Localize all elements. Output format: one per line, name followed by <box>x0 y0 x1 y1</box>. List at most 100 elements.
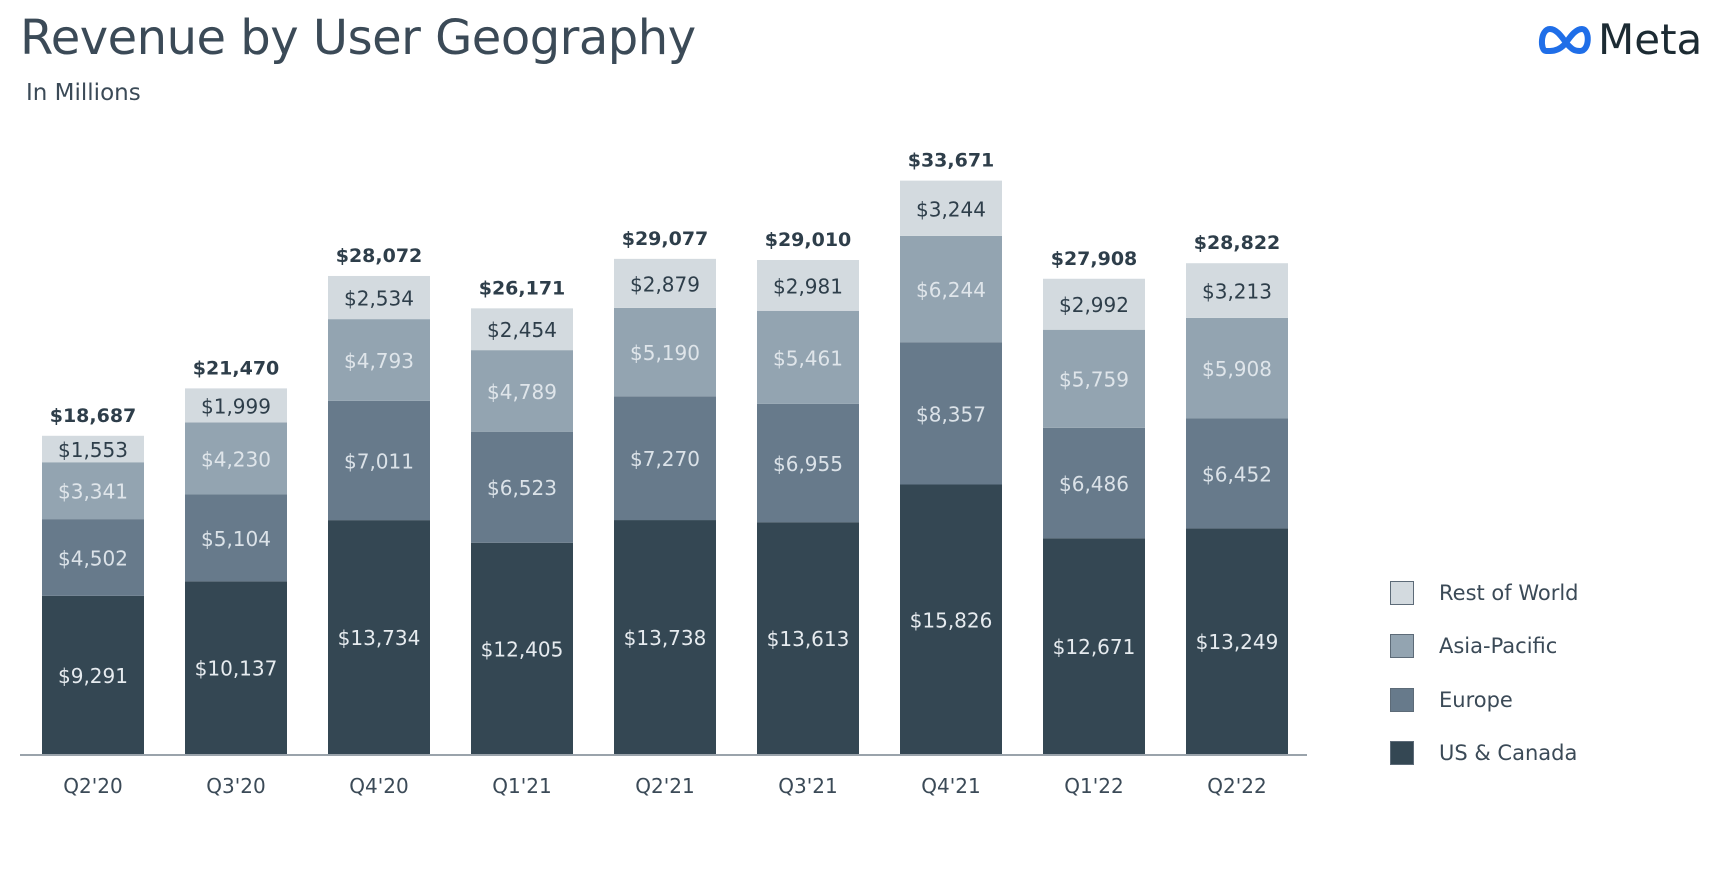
segment-value-label: $8,357 <box>916 402 986 426</box>
bar-segment-us-canada <box>1043 538 1145 754</box>
bar-segment-asia-pacific <box>614 307 716 397</box>
segment-value-label: $6,244 <box>916 278 986 302</box>
segment-value-label: $12,405 <box>481 637 564 661</box>
segment-value-label: $13,613 <box>767 627 850 651</box>
segment-value-label: $12,671 <box>1053 635 1136 659</box>
bar-segment-europe <box>757 403 859 523</box>
legend-label: Europe <box>1439 687 1513 712</box>
segment-value-label: $10,137 <box>195 657 278 681</box>
segment-value-label: $15,826 <box>910 608 993 632</box>
bar-segment-us-canada <box>328 520 430 754</box>
bar-segment-asia-pacific <box>328 319 430 401</box>
segment-value-label: $1,553 <box>58 438 128 462</box>
meta-logo-text: Meta <box>1598 15 1703 64</box>
segment-value-label: $6,955 <box>773 452 843 476</box>
total-value-label: $28,822 <box>1194 232 1281 254</box>
bar-segment-rest-of-world <box>42 435 144 463</box>
legend-label: Rest of World <box>1439 580 1579 605</box>
legend-swatch <box>1390 634 1414 659</box>
bar-segment-europe <box>1186 418 1288 529</box>
x-tick-label: Q2'22 <box>1207 774 1266 798</box>
segment-value-label: $5,104 <box>201 527 271 551</box>
segment-value-label: $4,789 <box>487 380 557 404</box>
bar-stack: $12,405 $6,523 $4,789 $2,454 $26,171 <box>471 277 573 754</box>
bar-segment-asia-pacific <box>1043 329 1145 428</box>
bar-segment-us-canada <box>471 542 573 754</box>
total-value-label: $18,687 <box>50 405 137 427</box>
x-tick-label: Q2'21 <box>635 774 694 798</box>
bar-segment-rest-of-world <box>185 388 287 423</box>
bars-group: $9,291 $4,502 $3,341 $1,553 $18,687 $10,137 $5… <box>42 150 1288 754</box>
segment-value-label: $5,190 <box>630 341 700 365</box>
legend-item: Asia-Pacific <box>1390 620 1579 674</box>
bar-segment-europe <box>471 431 573 543</box>
segment-value-label: $13,249 <box>1196 630 1279 654</box>
total-value-label: $26,171 <box>479 277 566 299</box>
bar-segment-us-canada <box>185 581 287 754</box>
legend-swatch <box>1390 580 1414 605</box>
chart-title: Revenue by User Geography <box>20 10 696 66</box>
x-tick-label: Q2'20 <box>63 774 122 798</box>
segment-value-label: $5,461 <box>773 346 843 370</box>
bar-stack: $13,613 $6,955 $5,461 $2,981 $29,010 <box>757 229 859 754</box>
bar-segment-asia-pacific <box>42 462 144 520</box>
legend-swatch <box>1390 741 1414 766</box>
bar-segment-asia-pacific <box>757 310 859 404</box>
segment-value-label: $2,534 <box>344 287 414 311</box>
segment-value-label: $2,879 <box>630 272 700 296</box>
segment-value-label: $4,230 <box>201 447 271 471</box>
segment-value-label: $4,502 <box>58 546 128 570</box>
bar-segment-us-canada <box>42 595 144 754</box>
segment-value-label: $4,793 <box>344 349 414 373</box>
total-value-label: $33,671 <box>908 150 995 172</box>
total-value-label: $29,077 <box>622 228 709 250</box>
bar-segment-europe <box>614 396 716 521</box>
bar-segment-us-canada <box>1186 528 1288 754</box>
bar-segment-rest-of-world <box>471 308 573 351</box>
segment-value-label: $2,981 <box>773 274 843 298</box>
legend-swatch <box>1390 687 1414 712</box>
bar-stack: $10,137 $5,104 $4,230 $1,999 $21,470 <box>185 357 287 754</box>
legend: Rest of World Asia-Pacific Europe US & Cana… <box>1390 566 1579 780</box>
bar-segment-europe <box>900 342 1002 485</box>
segment-value-label: $13,738 <box>624 626 707 650</box>
bar-segment-rest-of-world <box>1043 278 1145 330</box>
bar-stack: $12,671 $6,486 $5,759 $2,992 $27,908 <box>1043 248 1145 754</box>
x-tick-label: Q3'21 <box>778 774 837 798</box>
bar-segment-asia-pacific <box>185 422 287 495</box>
total-value-label: $27,908 <box>1051 248 1138 270</box>
bar-stack: $13,249 $6,452 $5,908 $3,213 $28,822 <box>1186 232 1288 754</box>
bar-segment-rest-of-world <box>614 258 716 308</box>
segment-value-label: $2,992 <box>1059 293 1129 317</box>
segment-value-label: $13,734 <box>338 626 421 650</box>
bar-segment-europe <box>42 519 144 596</box>
segment-value-label: $5,759 <box>1059 368 1129 392</box>
bar-segment-us-canada <box>900 484 1002 754</box>
legend-item: Rest of World <box>1390 566 1579 620</box>
segment-value-label: $2,454 <box>487 318 557 342</box>
x-tick-label: Q1'22 <box>1064 774 1123 798</box>
meta-logo: Meta <box>1538 18 1702 62</box>
legend-item: US & Canada <box>1390 727 1579 781</box>
x-tick-label: Q1'21 <box>492 774 551 798</box>
segment-value-label: $6,486 <box>1059 472 1129 496</box>
segment-value-label: $5,908 <box>1202 357 1272 381</box>
bar-stack: $9,291 $4,502 $3,341 $1,553 $18,687 <box>42 405 144 754</box>
segment-value-label: $3,213 <box>1202 280 1272 304</box>
bar-segment-rest-of-world <box>1186 263 1288 318</box>
x-tick-label: Q4'20 <box>349 774 408 798</box>
bar-segment-asia-pacific <box>471 350 573 432</box>
segment-value-label: $6,452 <box>1202 462 1272 486</box>
segment-value-label: $1,999 <box>201 394 271 418</box>
bar-segment-rest-of-world <box>328 275 430 320</box>
segment-value-label: $7,011 <box>344 449 414 473</box>
bar-segment-asia-pacific <box>1186 317 1288 419</box>
bar-segment-europe <box>1043 427 1145 539</box>
bar-segment-asia-pacific <box>900 235 1002 343</box>
segment-value-label: $3,341 <box>58 480 128 504</box>
bar-stack: $13,734 $7,011 $4,793 $2,534 $28,072 <box>328 245 430 754</box>
bar-segment-us-canada <box>614 520 716 754</box>
x-tick-label: Q4'21 <box>921 774 980 798</box>
legend-item: Europe <box>1390 673 1579 727</box>
